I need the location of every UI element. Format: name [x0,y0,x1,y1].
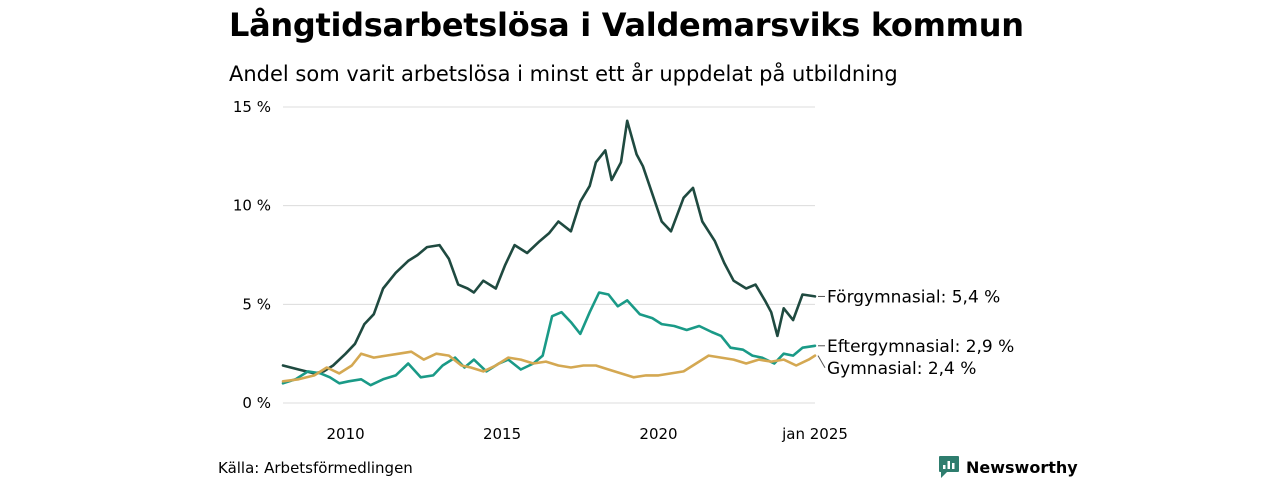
x-tick-label: 2020 [639,425,677,443]
newsworthy-logo-text: Newsworthy [966,457,1078,477]
series-line-gymnasial [281,350,817,383]
y-tick-label: 15 % [233,98,271,116]
chart-title: Långtidsarbetslösa i Valdemarsviks kommu… [229,6,1024,44]
series-end-label: Gymnasial: 2,4 % [827,359,976,379]
y-tick-label: 0 % [242,394,271,412]
source-note: Källa: Arbetsförmedlingen [218,459,413,477]
chart-subtitle: Andel som varit arbetslösa i minst ett å… [229,62,898,86]
x-tick-label: 2015 [483,425,521,443]
end-label-connector [817,355,826,369]
x-tick-label: jan 2025 [781,425,848,443]
series-line-förgymnasial [281,119,817,375]
newsworthy-logo-icon [939,456,959,478]
y-tick-label: 5 % [242,295,271,313]
series-line-eftergymnasial [281,291,817,387]
series-lines [281,119,817,387]
series-end-label: Eftergymnasial: 2,9 % [827,337,1014,357]
series-end-labels: Förgymnasial: 5,4 % Eftergymnasial: 2,9 %… [817,287,1014,379]
y-tick-label: 10 % [233,197,271,215]
series-end-label: Förgymnasial: 5,4 % [827,287,1000,307]
gridlines [283,106,815,404]
x-tick-label: 2010 [326,425,364,443]
axis-labels: 0 % 5 % 10 % 15 % 2010 2015 2020 jan 2025 [233,98,848,443]
newsworthy-logo: Newsworthy [938,455,1078,479]
